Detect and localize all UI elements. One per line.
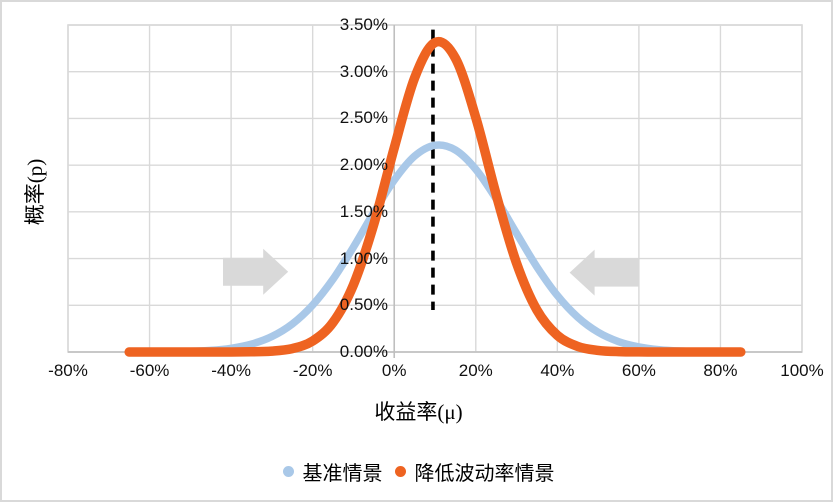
chart-canvas: [67, 24, 803, 358]
x-tick-label: -40%: [211, 361, 251, 380]
x-tick-label: 80%: [703, 361, 738, 380]
x-axis-title: 收益率(μ): [374, 400, 463, 424]
y-tick-label: 3.00%: [339, 61, 388, 81]
baseline-curve: [125, 141, 745, 356]
legend-label-baseline: 基准情景: [302, 462, 383, 485]
y-tick-label: 3.50%: [339, 15, 388, 34]
inward-arrow-right-icon: [223, 248, 289, 295]
baseline-series-marker-icon: [282, 465, 294, 477]
y-tick-label: 0.50%: [339, 295, 388, 315]
reduced-volatility-curve: [124, 36, 746, 357]
x-tick-label: -80%: [48, 361, 88, 380]
inward-arrow-left-icon: [569, 249, 639, 296]
y-tick-label: 2.50%: [339, 108, 388, 128]
plot-border: [67, 24, 803, 353]
legend-item-baseline: 基准情景: [282, 457, 383, 486]
y-tick-label: 2.00%: [339, 155, 388, 175]
x-tick-label: 20%: [458, 361, 493, 380]
y-axis-title: 概率(p): [23, 158, 47, 226]
y-tick-label: 1.00%: [339, 248, 388, 268]
reduced-vol-series-marker-icon: [394, 465, 406, 477]
x-tick-label: -60%: [129, 361, 170, 380]
plot-area: [67, 24, 803, 358]
x-tick-label: 0%: [381, 361, 407, 380]
x-tick-label: 60%: [621, 361, 656, 380]
y-tick-label: 1.50%: [339, 201, 388, 221]
chart-legend: 基准情景 降低波动率情景: [2, 455, 831, 487]
legend-item-reduced-vol: 降低波动率情景: [394, 457, 555, 486]
x-tick-label: 40%: [540, 361, 575, 380]
x-tick-label: -20%: [292, 361, 333, 380]
x-tick-label: 100%: [780, 361, 824, 380]
legend-label-reduced-vol: 降低波动率情景: [414, 462, 555, 485]
y-tick-label: 0.00%: [339, 342, 388, 361]
